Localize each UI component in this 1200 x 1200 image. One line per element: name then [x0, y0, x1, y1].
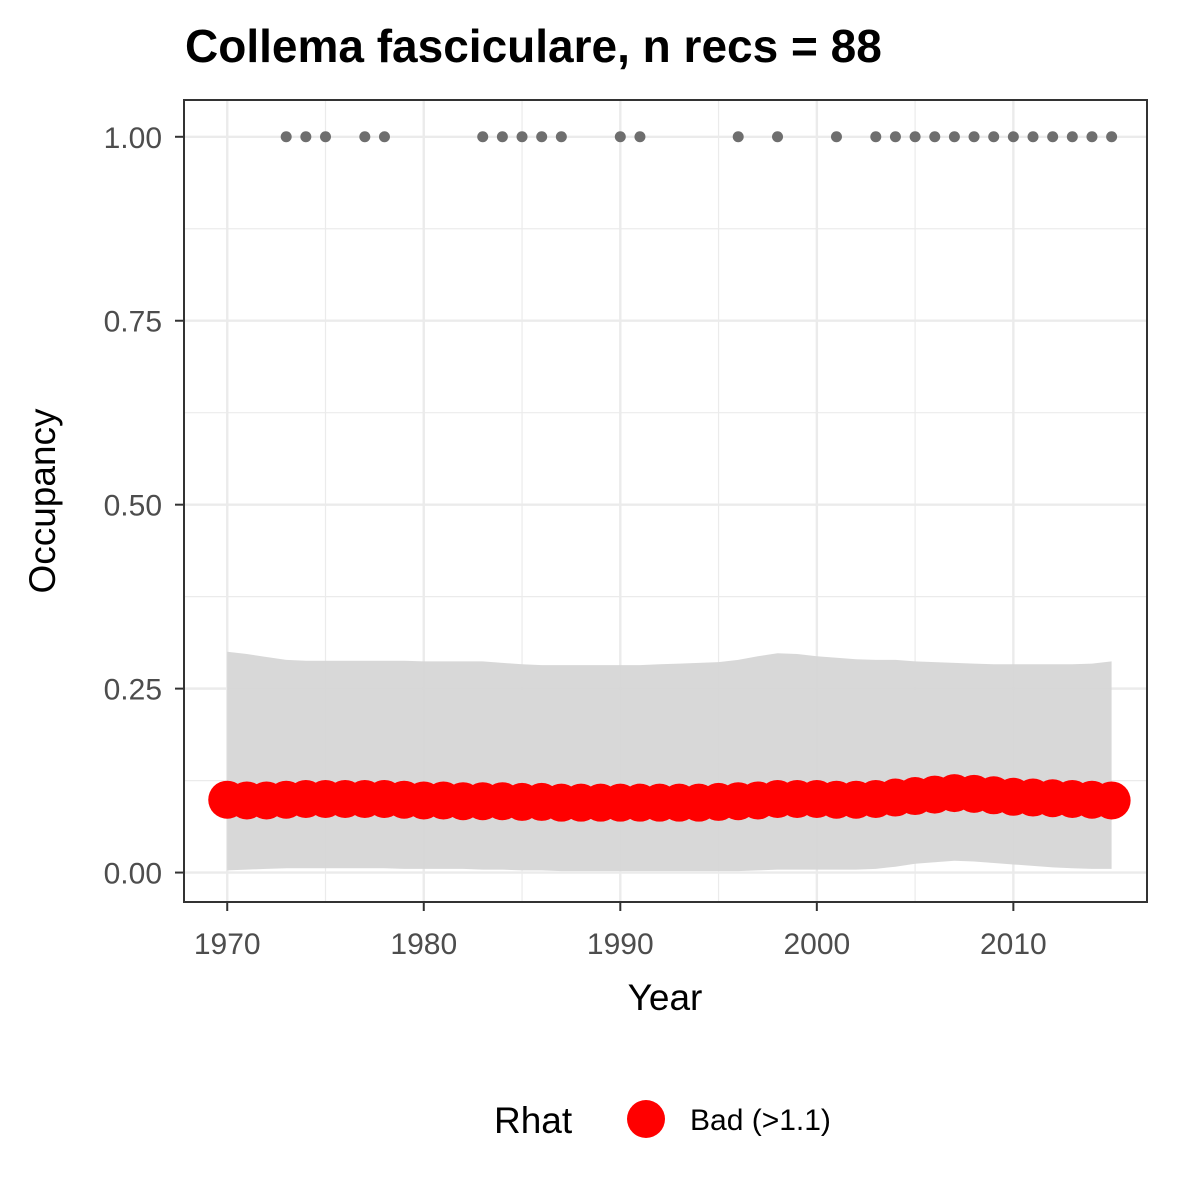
- legend-key-bad: [627, 1100, 665, 1138]
- observed-record-point: [909, 131, 921, 143]
- observed-record-point: [870, 131, 882, 143]
- observed-record-point: [889, 131, 901, 143]
- observed-record-point: [634, 131, 646, 143]
- observed-record-point: [378, 131, 390, 143]
- observed-record-point: [614, 131, 626, 143]
- legend-title: Rhat: [494, 1100, 573, 1141]
- observed-record-point: [1106, 131, 1118, 143]
- legend: Rhat Bad (>1.1): [494, 1100, 831, 1141]
- observed-record-point: [477, 131, 489, 143]
- y-tick-label: 0.00: [104, 858, 162, 891]
- x-tick-label: 2000: [783, 928, 850, 961]
- x-axis: 1970 1980 1990 2000 2010: [194, 902, 1047, 961]
- y-tick-label: 0.50: [104, 490, 162, 523]
- panel-border: [183, 99, 1148, 903]
- observed-record-point: [929, 131, 941, 143]
- estimate-point: [1092, 781, 1131, 820]
- estimate-points-layer: [208, 774, 1131, 822]
- y-axis-title: Occupancy: [22, 408, 63, 594]
- observed-record-point: [536, 131, 548, 143]
- x-axis-title: Year: [628, 977, 703, 1018]
- observed-record-point: [988, 131, 1000, 143]
- x-tick-label: 1990: [587, 928, 654, 961]
- observed-record-point: [300, 131, 312, 143]
- observed-record-point: [280, 131, 292, 143]
- observed-record-point: [496, 131, 508, 143]
- observed-record-point: [1066, 131, 1078, 143]
- observed-record-point: [516, 131, 528, 143]
- y-tick-label: 0.25: [104, 674, 162, 707]
- observed-record-point: [359, 131, 371, 143]
- observed-record-point: [1027, 131, 1039, 143]
- credible-interval-ribbon: [227, 651, 1112, 872]
- observed-record-point: [830, 131, 842, 143]
- observed-record-point: [968, 131, 980, 143]
- observed-record-point: [732, 131, 744, 143]
- observed-record-point: [555, 131, 567, 143]
- observed-record-point: [320, 131, 332, 143]
- x-tick-label: 2010: [980, 928, 1047, 961]
- credible-interval-layer: [227, 651, 1112, 872]
- observed-record-point: [1086, 131, 1098, 143]
- legend-label-bad: Bad (>1.1): [690, 1104, 831, 1137]
- chart-title: Collema fasciculare, n recs = 88: [185, 20, 882, 72]
- observed-record-point: [772, 131, 784, 143]
- observed-records-layer: [280, 131, 1118, 143]
- observed-record-point: [1047, 131, 1059, 143]
- y-tick-label: 0.75: [104, 306, 162, 339]
- observed-record-point: [1007, 131, 1019, 143]
- x-tick-label: 1970: [194, 928, 261, 961]
- observed-record-point: [948, 131, 960, 143]
- y-tick-label: 1.00: [104, 122, 162, 155]
- y-axis: 0.00 0.25 0.50 0.75 1.00: [104, 122, 184, 891]
- x-tick-label: 1980: [390, 928, 457, 961]
